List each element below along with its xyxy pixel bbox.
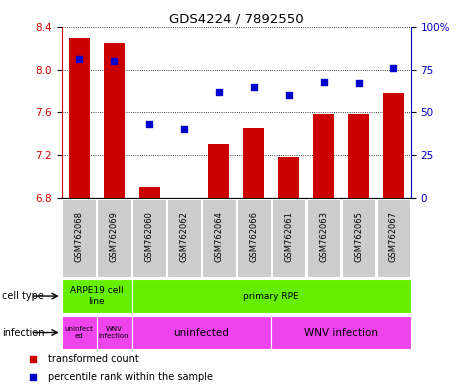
Text: ARPE19 cell
line: ARPE19 cell line bbox=[70, 286, 124, 306]
Bar bbox=[132, 279, 411, 313]
Text: GSM762065: GSM762065 bbox=[354, 211, 363, 262]
Point bbox=[180, 126, 188, 132]
Text: GSM762067: GSM762067 bbox=[389, 211, 398, 262]
Point bbox=[390, 65, 397, 71]
Bar bbox=[383, 93, 404, 198]
Bar bbox=[272, 199, 305, 277]
Bar bbox=[202, 199, 236, 277]
Bar bbox=[278, 157, 299, 198]
Text: GSM762066: GSM762066 bbox=[249, 211, 258, 262]
Bar bbox=[62, 279, 132, 313]
Point bbox=[250, 84, 257, 90]
Bar bbox=[167, 199, 201, 277]
Text: GSM762063: GSM762063 bbox=[319, 211, 328, 262]
Text: WNV infection: WNV infection bbox=[304, 328, 378, 338]
Bar bbox=[271, 316, 411, 349]
Point bbox=[215, 89, 223, 95]
Bar bbox=[237, 199, 271, 277]
Text: primary RPE: primary RPE bbox=[243, 291, 299, 301]
Point bbox=[145, 121, 153, 127]
Text: cell type: cell type bbox=[2, 291, 44, 301]
Bar bbox=[97, 316, 132, 349]
Text: GSM762060: GSM762060 bbox=[144, 211, 153, 262]
Text: uninfect
ed: uninfect ed bbox=[65, 326, 94, 339]
Text: GSM762062: GSM762062 bbox=[180, 211, 189, 262]
Bar bbox=[139, 187, 160, 198]
Bar bbox=[132, 199, 166, 277]
Bar bbox=[97, 199, 131, 277]
Bar bbox=[348, 114, 369, 198]
Text: percentile rank within the sample: percentile rank within the sample bbox=[48, 372, 213, 382]
Text: uninfected: uninfected bbox=[173, 328, 229, 338]
Point bbox=[355, 80, 362, 86]
Text: infection: infection bbox=[2, 328, 45, 338]
Text: GSM762069: GSM762069 bbox=[110, 211, 119, 262]
Bar bbox=[104, 43, 124, 198]
Text: transformed count: transformed count bbox=[48, 354, 139, 364]
Point bbox=[110, 58, 118, 64]
Text: GSM762064: GSM762064 bbox=[214, 211, 223, 262]
Bar bbox=[132, 316, 271, 349]
Text: GSM762061: GSM762061 bbox=[284, 211, 293, 262]
Text: GSM762068: GSM762068 bbox=[75, 211, 84, 262]
Bar bbox=[62, 316, 97, 349]
Bar bbox=[209, 144, 229, 198]
Bar bbox=[62, 199, 96, 277]
Title: GDS4224 / 7892550: GDS4224 / 7892550 bbox=[169, 13, 304, 26]
Point bbox=[320, 78, 327, 84]
Point bbox=[283, 296, 291, 303]
Point bbox=[285, 92, 293, 98]
Point bbox=[283, 134, 291, 140]
Bar bbox=[243, 128, 264, 198]
Bar bbox=[307, 199, 341, 277]
Bar bbox=[377, 199, 410, 277]
Bar bbox=[313, 114, 334, 198]
Text: WNV
infection: WNV infection bbox=[99, 326, 129, 339]
Bar bbox=[69, 38, 90, 198]
Point bbox=[76, 56, 83, 63]
Bar bbox=[342, 199, 375, 277]
